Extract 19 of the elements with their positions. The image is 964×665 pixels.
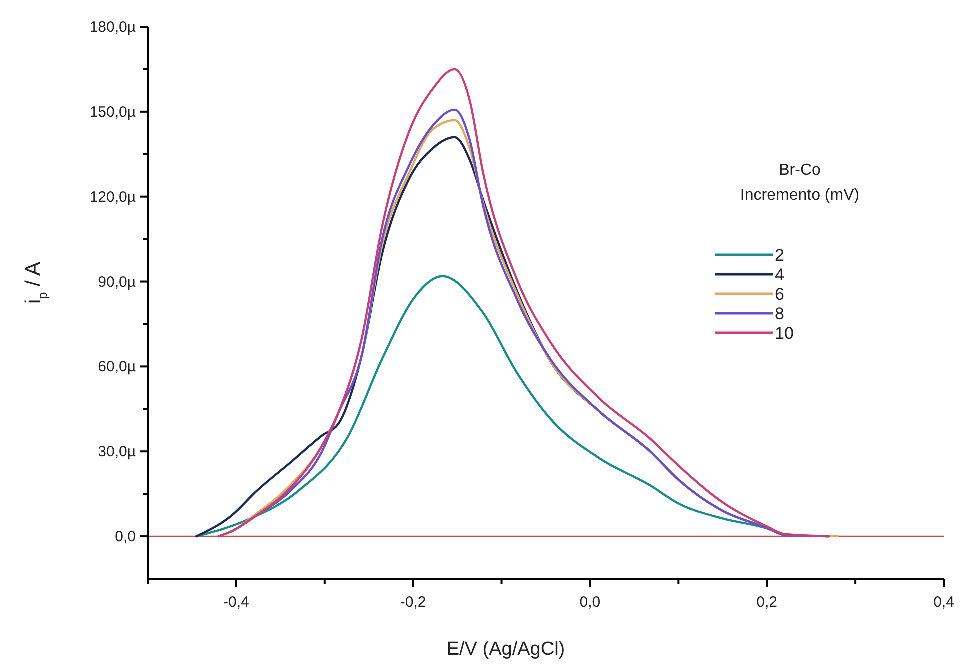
y-tick-label: 0,0 bbox=[115, 528, 136, 546]
x-tick-label: 0,2 bbox=[756, 594, 778, 611]
legend-label: 2 bbox=[775, 246, 784, 265]
y-tick-label: 120,0µ bbox=[90, 188, 136, 206]
legend-label: 4 bbox=[775, 266, 784, 284]
legend-label: 8 bbox=[775, 304, 784, 324]
y-tick-label: 60,0µ bbox=[98, 358, 136, 376]
x-tick-label: -0,4 bbox=[224, 594, 250, 611]
y-tick-label: 30,0µ bbox=[98, 444, 136, 461]
x-tick-label: -0,2 bbox=[400, 594, 426, 611]
legend-label: 10 bbox=[775, 324, 794, 343]
x-axis-title: E/V (Ag/AgCl) bbox=[446, 639, 566, 660]
y-tick-label: 180,0µ bbox=[90, 19, 136, 36]
legend-label: 6 bbox=[775, 285, 784, 304]
y-tick-label: 150,0µ bbox=[90, 104, 136, 121]
y-tick-label: 90,0µ bbox=[98, 274, 136, 291]
x-tick-label: 0,0 bbox=[580, 594, 601, 611]
legend-title: Br-Co Incremento (mV) bbox=[740, 162, 860, 204]
x-tick-label: 0,4 bbox=[934, 594, 954, 611]
